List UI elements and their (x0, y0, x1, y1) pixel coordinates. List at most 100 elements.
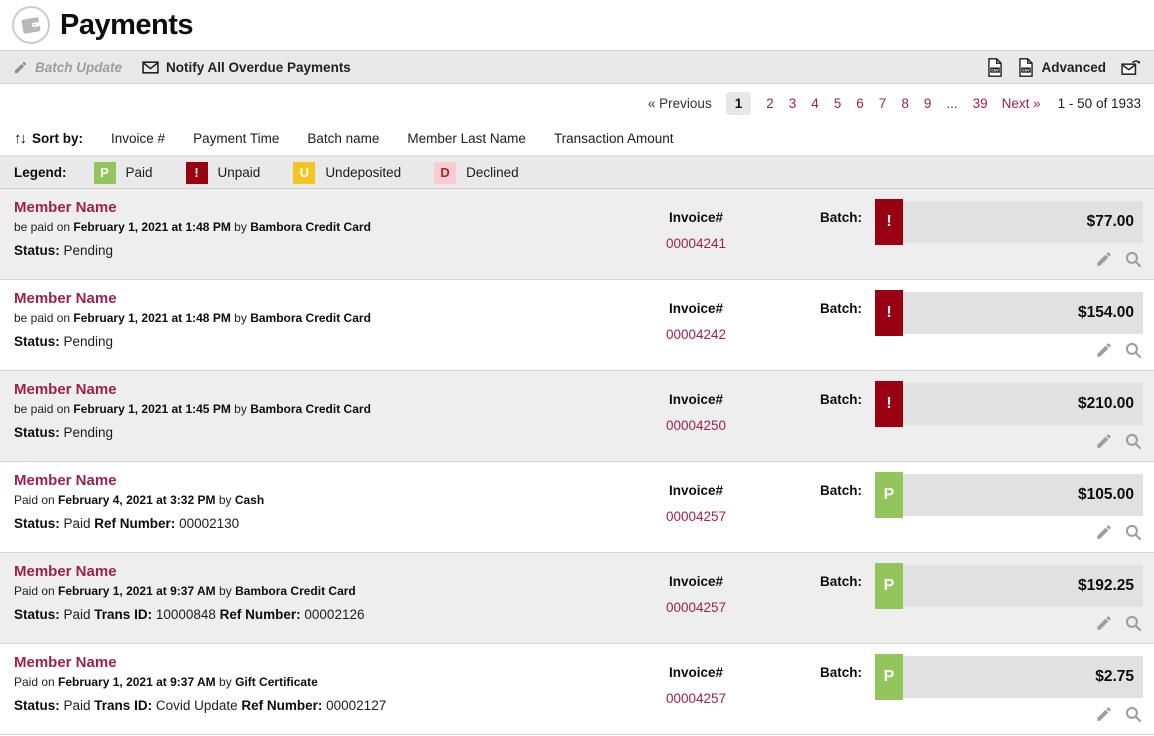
advanced-label: Advanced (1041, 59, 1106, 75)
search-icon[interactable] (1124, 523, 1143, 542)
edit-icon[interactable] (1095, 341, 1113, 360)
row-actions (875, 250, 1143, 269)
page-number[interactable]: 9 (923, 95, 932, 111)
paid-badge-icon: P (93, 161, 116, 184)
amount-column: ! $210.00 (875, 380, 1143, 461)
batch-label: Batch: (819, 392, 862, 407)
legend-declined-label: Declined (466, 165, 519, 180)
payment-row-main: Member Name Paid on February 1, 2021 at … (14, 653, 621, 734)
page-number[interactable]: 39 (972, 95, 988, 111)
member-name-link[interactable]: Member Name (14, 199, 117, 216)
payment-method: Bambora Credit Card (250, 402, 371, 416)
page-number[interactable]: 4 (811, 95, 819, 111)
invoice-number-link[interactable]: 00004250 (665, 418, 727, 433)
page-header: Payments (0, 0, 1154, 50)
batch-update-label: Batch Update (35, 59, 123, 75)
payment-by-word: by (218, 493, 232, 507)
invoice-column: Invoice# 00004257 (621, 471, 771, 552)
member-name-link[interactable]: Member Name (14, 381, 117, 398)
payment-row: Member Name Paid on February 1, 2021 at … (0, 644, 1154, 735)
invoice-label: Invoice# (668, 665, 724, 680)
amount-column: ! $77.00 (875, 198, 1143, 279)
sort-option-payment-time[interactable]: Payment Time (193, 131, 280, 146)
payment-method: Bambora Credit Card (235, 584, 356, 598)
batch-label: Batch: (819, 574, 862, 589)
previous-page-link[interactable]: « Previous (647, 95, 712, 111)
sort-option-batch-name[interactable]: Batch name (307, 131, 380, 146)
amount-value: $105.00 (1077, 486, 1134, 503)
member-name-link[interactable]: Member Name (14, 472, 117, 489)
page-number[interactable]: 8 (901, 95, 909, 111)
payment-datetime: February 1, 2021 at 9:37 AM (58, 584, 216, 598)
status-value: 00002127 (322, 698, 387, 713)
search-icon[interactable] (1124, 250, 1143, 269)
page-number[interactable]: 2 (766, 95, 774, 111)
status-label: Trans ID: (94, 607, 153, 622)
invoice-column: Invoice# 00004242 (621, 289, 771, 370)
edit-icon[interactable] (1095, 523, 1113, 542)
page-number[interactable]: 7 (878, 95, 887, 111)
amount-bar: $154.00 (903, 292, 1143, 334)
sort-option-invoice[interactable]: Invoice # (111, 131, 166, 146)
batch-update-button[interactable]: Batch Update (13, 60, 122, 75)
payment-method: Gift Certificate (235, 675, 318, 689)
edit-icon[interactable] (1095, 614, 1113, 633)
row-actions (875, 523, 1143, 542)
payment-detail-line: be paid on February 1, 2021 at 1:45 PM b… (14, 402, 621, 416)
invoice-column: Invoice# 00004250 (621, 380, 771, 461)
sort-option-transaction-amount[interactable]: Transaction Amount (553, 131, 674, 146)
sort-by-label: Sort by: (32, 131, 84, 146)
status-badge: P (875, 563, 903, 609)
payment-datetime: February 4, 2021 at 3:32 PM (58, 493, 216, 507)
payment-prefix: be paid on (14, 220, 71, 234)
payment-row: Member Name Paid on February 1, 2021 at … (0, 553, 1154, 644)
notify-overdue-label: Notify All Overdue Payments (166, 59, 351, 75)
status-badge: ! (875, 290, 903, 336)
row-actions (875, 341, 1143, 360)
member-name-link[interactable]: Member Name (14, 290, 117, 307)
invoice-number-link[interactable]: 00004241 (665, 236, 727, 251)
status-label: Trans ID: (94, 698, 153, 713)
next-page-link[interactable]: Next » (1001, 95, 1041, 111)
page-number[interactable]: 5 (833, 95, 842, 111)
invoice-number-link[interactable]: 00004242 (665, 327, 727, 342)
page-number[interactable]: 3 (788, 95, 797, 111)
legend-item-unpaid: ! Unpaid (185, 161, 260, 184)
advanced-export-button[interactable]: csv Advanced (1018, 57, 1106, 77)
search-icon[interactable] (1124, 614, 1143, 633)
payment-row: Member Name be paid on February 1, 2021 … (0, 280, 1154, 371)
mail-send-icon[interactable] (1121, 59, 1141, 76)
invoice-number-link[interactable]: 00004257 (665, 509, 727, 524)
status-value: Pending (59, 334, 114, 349)
edit-icon[interactable] (1095, 432, 1113, 451)
invoice-number-link[interactable]: 00004257 (665, 600, 727, 615)
payment-row-main: Member Name Paid on February 1, 2021 at … (14, 562, 621, 643)
sort-arrows-icon (14, 130, 25, 147)
payment-detail-line: Paid on February 1, 2021 at 9:37 AM by G… (14, 675, 621, 689)
csv-export-icon[interactable]: csv (987, 57, 1003, 77)
payment-detail-line: Paid on February 1, 2021 at 9:37 AM by B… (14, 584, 621, 598)
sort-option-member-last-name[interactable]: Member Last Name (407, 131, 526, 146)
amount-strip: P $105.00 (875, 472, 1143, 518)
payment-by-word: by (219, 675, 232, 689)
status-value: Paid (59, 607, 95, 622)
page-number[interactable]: 6 (856, 95, 864, 111)
invoice-number-link[interactable]: 00004257 (665, 691, 727, 706)
member-name-link[interactable]: Member Name (14, 563, 117, 580)
payment-prefix: Paid on (14, 675, 55, 689)
payments-wallet-icon (12, 6, 50, 44)
invoice-column: Invoice# 00004257 (621, 653, 771, 734)
payment-row-main: Member Name be paid on February 1, 2021 … (14, 380, 621, 461)
search-icon[interactable] (1124, 432, 1143, 451)
row-actions (875, 432, 1143, 451)
result-range: 1 - 50 of 1933 (1057, 95, 1141, 111)
member-name-link[interactable]: Member Name (14, 654, 117, 671)
search-icon[interactable] (1124, 705, 1143, 724)
page-number[interactable]: 1 (725, 91, 752, 115)
csv-advanced-icon: csv (1018, 57, 1034, 77)
edit-icon[interactable] (1095, 250, 1113, 269)
search-icon[interactable] (1124, 341, 1143, 360)
notify-overdue-button[interactable]: Notify All Overdue Payments (142, 60, 351, 75)
edit-icon[interactable] (1095, 705, 1113, 724)
status-value: Covid Update (152, 698, 242, 713)
